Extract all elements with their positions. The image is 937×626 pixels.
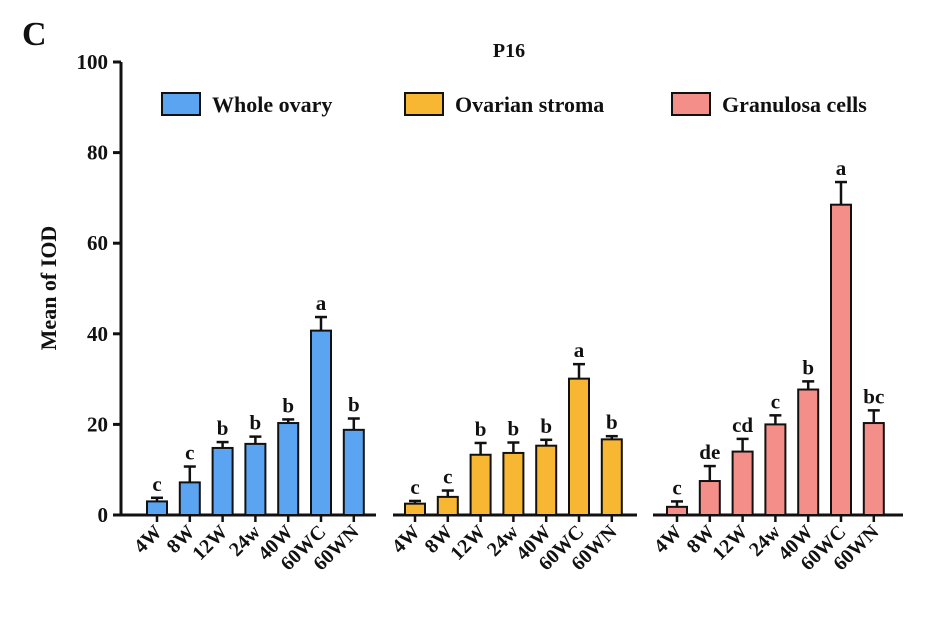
bar — [342, 428, 365, 516]
bar — [830, 203, 852, 516]
bar — [764, 423, 787, 516]
significance-label: b — [508, 417, 520, 441]
significance-label: de — [699, 440, 720, 464]
significance-label: cd — [732, 413, 753, 437]
bar — [666, 505, 688, 517]
significance-label: c — [771, 389, 780, 413]
significance-label: a — [574, 338, 585, 362]
bar — [797, 388, 820, 517]
significance-label: c — [410, 475, 419, 499]
y-tick-label: 40 — [87, 322, 108, 346]
bar — [862, 422, 885, 516]
y-tick-label: 80 — [87, 141, 108, 165]
bar — [469, 453, 492, 517]
significance-label: b — [217, 416, 229, 440]
x-tick-label: 4W — [130, 521, 167, 558]
y-tick-label: 100 — [77, 50, 109, 74]
bar — [211, 446, 234, 516]
significance-label: c — [672, 475, 681, 499]
bar — [600, 438, 623, 516]
significance-label: a — [836, 156, 847, 180]
significance-label: b — [348, 393, 360, 417]
significance-label: b — [250, 411, 262, 435]
bar — [244, 442, 267, 516]
bar — [178, 481, 201, 517]
bar — [502, 451, 525, 516]
significance-label: c — [443, 465, 452, 489]
bar — [146, 500, 168, 517]
legend-swatch — [671, 92, 711, 116]
legend-swatch — [161, 92, 201, 116]
bar — [404, 502, 426, 516]
legend-swatch — [404, 92, 444, 116]
x-tick-label: 4W — [388, 521, 425, 558]
bar — [698, 480, 721, 516]
bar — [436, 495, 459, 517]
x-tick-label: 12W — [446, 521, 490, 565]
bar — [535, 444, 558, 517]
chart-title: P16 — [493, 40, 525, 62]
legend-label: Whole ovary — [212, 92, 332, 117]
significance-label: b — [540, 414, 552, 438]
significance-label: b — [475, 417, 487, 441]
y-tick-label: 0 — [98, 503, 109, 527]
x-tick-label: 12W — [188, 521, 232, 565]
significance-label: bc — [863, 384, 884, 408]
significance-label: c — [152, 472, 161, 496]
legend-label: Granulosa cells — [722, 92, 867, 117]
y-tick-label: 20 — [87, 412, 108, 436]
bar — [277, 422, 300, 516]
y-axis-title: Mean of IOD — [36, 226, 61, 351]
bar — [731, 450, 754, 516]
bar — [568, 377, 590, 516]
significance-label: b — [282, 393, 294, 417]
significance-label: b — [802, 355, 814, 379]
bar — [310, 329, 332, 516]
significance-label: a — [316, 291, 327, 315]
x-tick-label: 12W — [708, 521, 752, 565]
significance-label: c — [185, 441, 194, 465]
panel-label: C — [22, 16, 47, 53]
y-tick-label: 60 — [87, 231, 108, 255]
legend-label: Ovarian stroma — [455, 92, 604, 117]
significance-label: b — [606, 410, 618, 434]
x-tick-label: 4W — [650, 521, 687, 558]
